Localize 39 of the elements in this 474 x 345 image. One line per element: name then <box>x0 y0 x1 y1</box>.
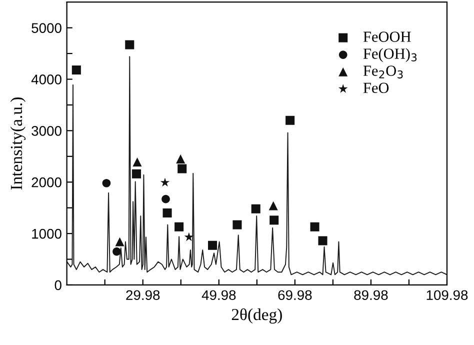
point <box>72 65 81 74</box>
x-axis-title: 2θ(deg) <box>232 308 282 324</box>
x-tick-label: 109.98 <box>426 290 468 300</box>
point <box>208 240 218 250</box>
point <box>132 169 141 178</box>
point <box>132 158 142 167</box>
y-tick-label: 2000 <box>32 177 62 188</box>
point <box>268 201 278 210</box>
y-tick-label: 3000 <box>32 126 62 136</box>
y-axis-title: Intensity(a.u.) <box>10 98 26 190</box>
legend-label: FeO <box>363 82 389 94</box>
legend-label: FeOOH <box>363 32 411 42</box>
point <box>286 116 295 125</box>
point <box>115 237 124 246</box>
point <box>174 222 184 232</box>
point <box>251 204 260 214</box>
legend-label: Fe(OH)$_{3}$ <box>363 48 417 62</box>
x-tick-label: 49.98 <box>202 290 236 300</box>
x-tick-label: 89.98 <box>354 290 388 300</box>
point <box>162 194 170 204</box>
point <box>310 222 320 232</box>
point <box>318 236 328 246</box>
point <box>162 208 172 218</box>
y-tick-label: 0 <box>54 280 62 290</box>
point <box>176 154 186 164</box>
y-tick-label: 4000 <box>31 74 62 84</box>
point <box>178 164 187 174</box>
point <box>125 40 134 50</box>
y-tick-label: 1000 <box>32 228 62 239</box>
point <box>102 178 111 188</box>
point <box>270 216 279 225</box>
point <box>112 247 121 256</box>
x-tick-label: 29.98 <box>126 290 160 300</box>
legend-label: Fe$_{2}$O$_{3}$ <box>363 66 403 78</box>
y-tick-label: 5000 <box>32 23 62 33</box>
point <box>184 232 194 242</box>
point <box>160 178 170 187</box>
x-tick-label: 69.98 <box>278 290 312 300</box>
point <box>232 220 242 230</box>
